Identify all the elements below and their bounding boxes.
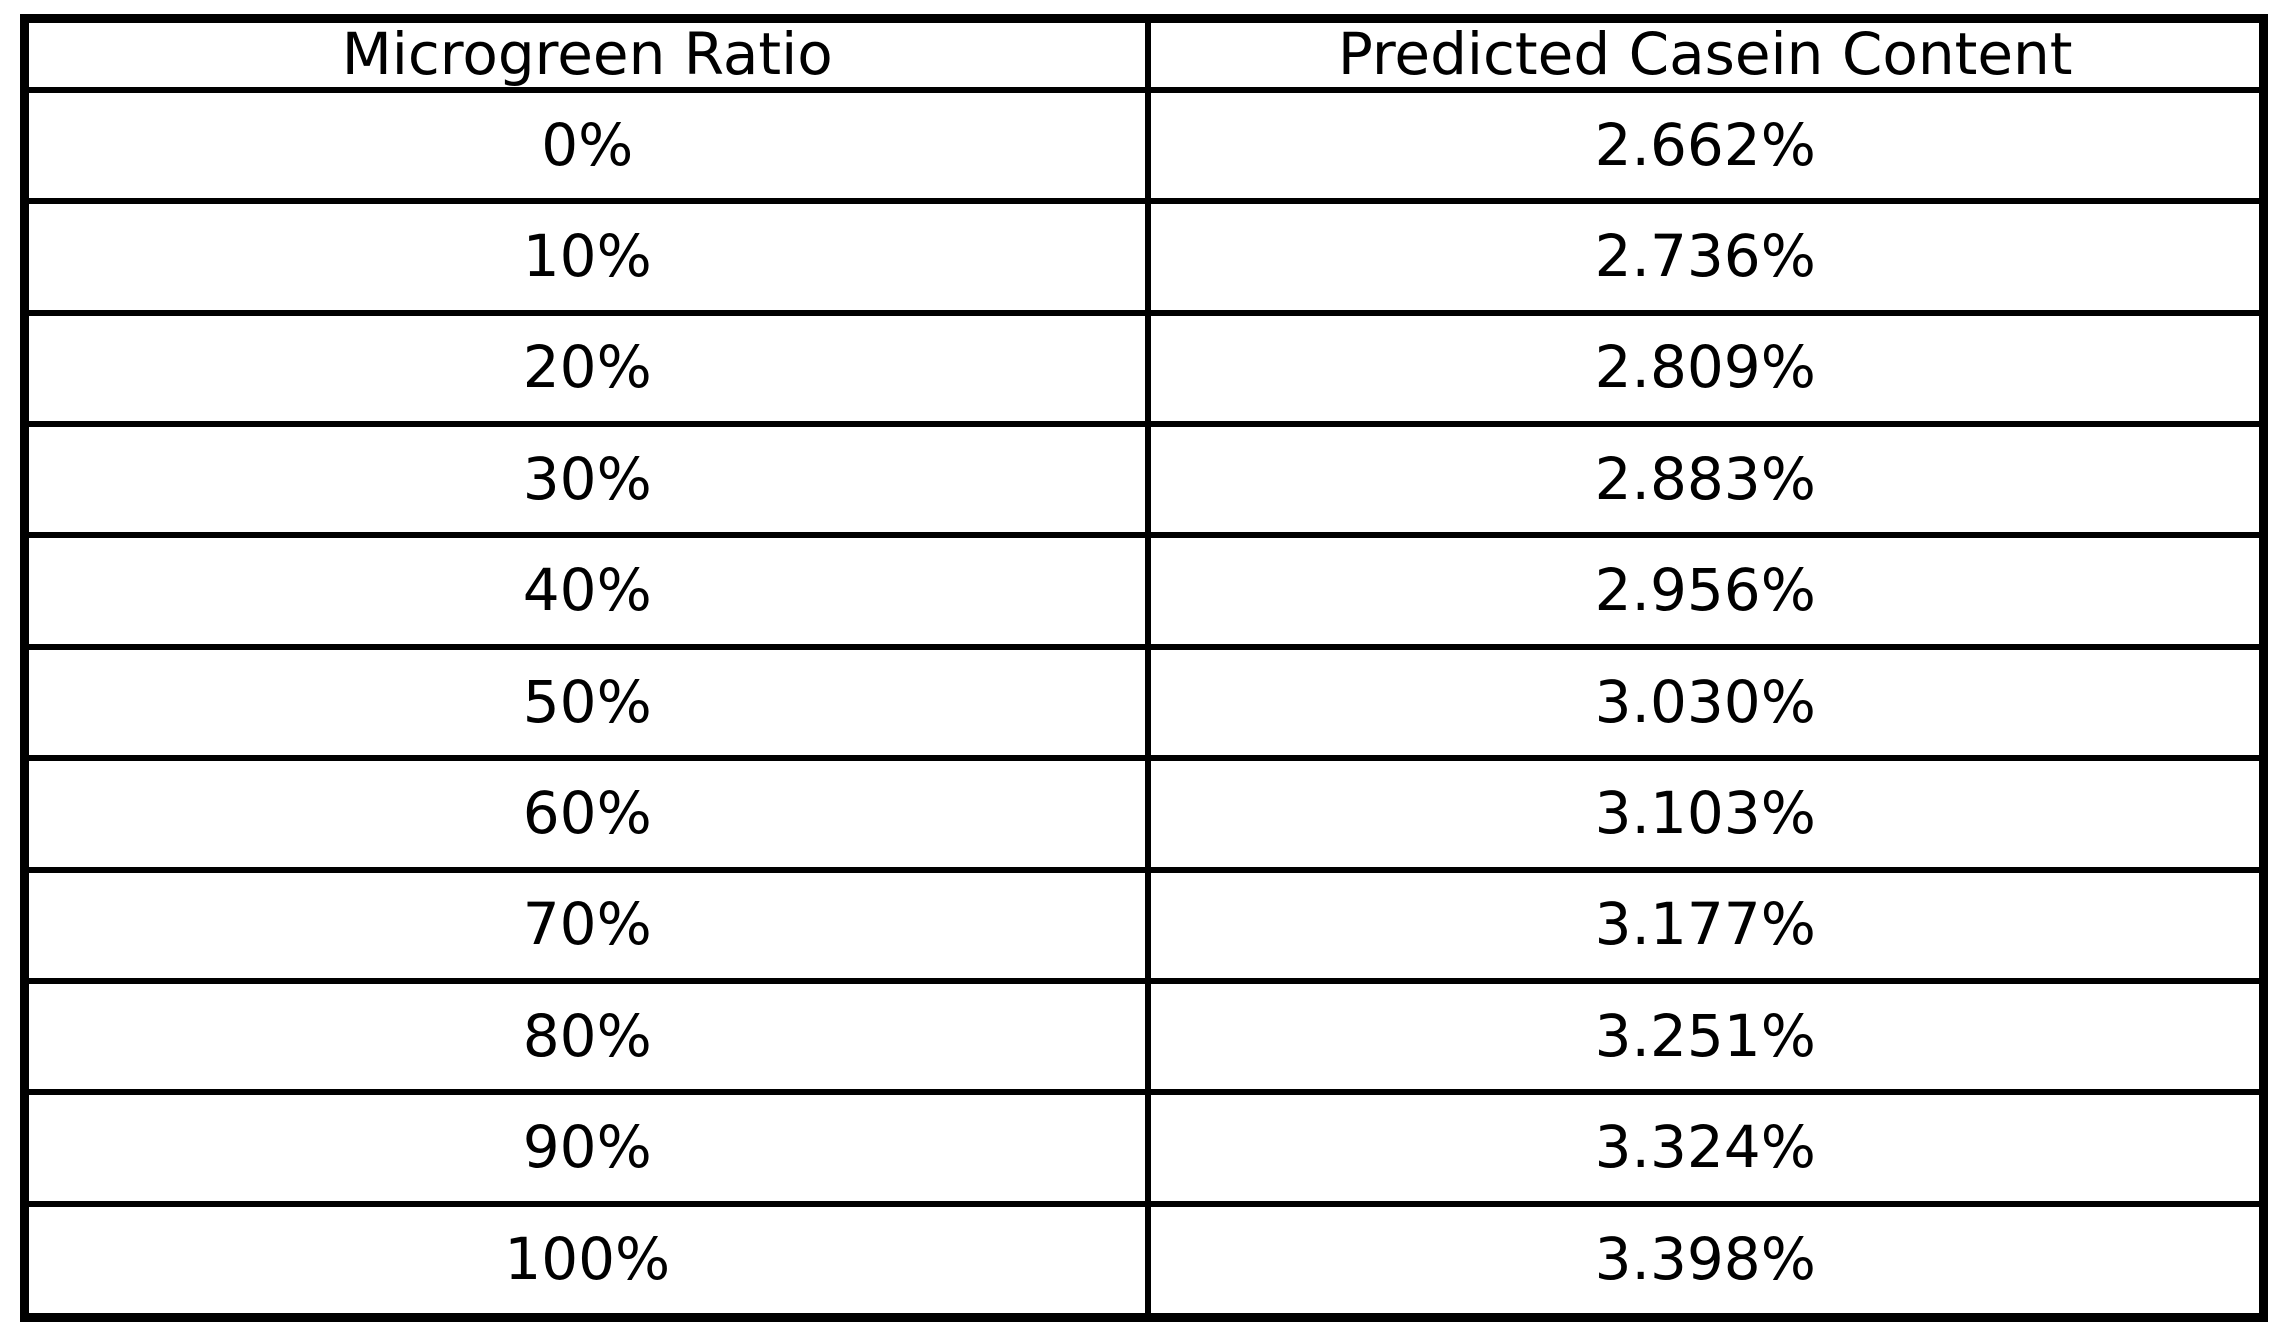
table-row: 0% 2.662% xyxy=(21,86,2267,205)
column-header-predicted-casein-content: Predicted Casein Content xyxy=(1145,15,2267,93)
cell-microgreen-ratio: 80% xyxy=(21,977,1152,1096)
cell-predicted-casein-content: 3.398% xyxy=(1145,1200,2267,1321)
table-row: 10% 2.736% xyxy=(21,198,2267,316)
table-row: 50% 3.030% xyxy=(21,643,2267,762)
table-row: 100% 3.398% xyxy=(21,1200,2267,1321)
cell-predicted-casein-content: 2.956% xyxy=(1145,532,2267,650)
cell-microgreen-ratio: 0% xyxy=(21,86,1152,205)
table-row: 30% 2.883% xyxy=(21,420,2267,539)
table-row: 80% 3.251% xyxy=(21,977,2267,1096)
cell-predicted-casein-content: 3.103% xyxy=(1145,755,2267,873)
prediction-table-container: Microgreen Ratio Predicted Casein Conten… xyxy=(20,14,2268,1322)
cell-predicted-casein-content: 3.324% xyxy=(1145,1089,2267,1207)
cell-predicted-casein-content: 2.809% xyxy=(1145,309,2267,427)
table-row: 70% 3.177% xyxy=(21,866,2267,984)
table-row: 60% 3.103% xyxy=(21,755,2267,873)
cell-microgreen-ratio: 70% xyxy=(21,866,1152,984)
table-row: 40% 2.956% xyxy=(21,532,2267,650)
cell-microgreen-ratio: 60% xyxy=(21,755,1152,873)
cell-microgreen-ratio: 50% xyxy=(21,643,1152,762)
prediction-table: Microgreen Ratio Predicted Casein Conten… xyxy=(20,14,2268,1322)
cell-microgreen-ratio: 90% xyxy=(21,1089,1152,1207)
cell-predicted-casein-content: 2.883% xyxy=(1145,420,2267,539)
cell-predicted-casein-content: 3.030% xyxy=(1145,643,2267,762)
cell-microgreen-ratio: 100% xyxy=(21,1200,1152,1321)
cell-predicted-casein-content: 3.177% xyxy=(1145,866,2267,984)
table-body: 0% 2.662% 10% 2.736% 20% 2.809% 30% 2.883% 40% 2.… xyxy=(21,86,2267,1321)
column-header-microgreen-ratio: Microgreen Ratio xyxy=(21,15,1152,93)
cell-predicted-casein-content: 2.662% xyxy=(1145,86,2267,205)
cell-predicted-casein-content: 2.736% xyxy=(1145,198,2267,316)
cell-microgreen-ratio: 10% xyxy=(21,198,1152,316)
cell-microgreen-ratio: 40% xyxy=(21,532,1152,650)
cell-predicted-casein-content: 3.251% xyxy=(1145,977,2267,1096)
cell-microgreen-ratio: 30% xyxy=(21,420,1152,539)
table-row: 90% 3.324% xyxy=(21,1089,2267,1207)
table-row: 20% 2.809% xyxy=(21,309,2267,427)
cell-microgreen-ratio: 20% xyxy=(21,309,1152,427)
table-header-row: Microgreen Ratio Predicted Casein Conten… xyxy=(21,15,2267,93)
